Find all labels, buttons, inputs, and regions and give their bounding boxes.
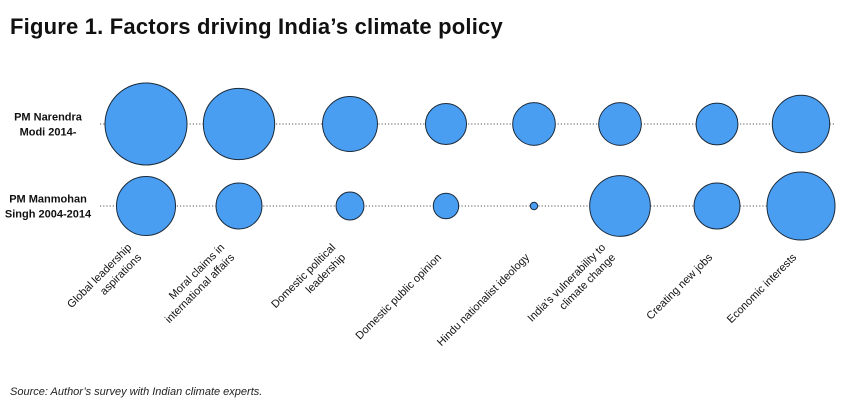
bubble-row2-col7	[693, 182, 741, 230]
bubble-row2-col6	[589, 175, 651, 237]
bubble-row1-col5	[512, 102, 556, 146]
category-label-7: Creating new jobs	[644, 251, 715, 322]
bubble-row2-col5	[529, 201, 539, 211]
row-label-2: PM Manmohan Singh 2004-2014	[5, 194, 92, 221]
bubble-row1-col6	[598, 102, 642, 146]
bubble-row1-col3	[322, 96, 378, 152]
source-note: Source: Author’s survey with Indian clim…	[10, 386, 263, 398]
category-label-5: Hindu nationalist ideology	[435, 251, 532, 348]
bubble-row1-col2	[202, 87, 276, 161]
chart-title: Figure 1. Factors driving India’s climat…	[10, 14, 503, 39]
bubble-row1-col4	[425, 103, 467, 145]
category-label-8: Economic interests	[725, 251, 800, 326]
bubble-row2-col1	[115, 175, 177, 237]
category-label-6: India’s vulnerability toclimate change	[526, 242, 619, 335]
bubble-row1-col1	[104, 82, 188, 166]
bubble-row2-col3	[335, 191, 365, 221]
bubble-row2-col2	[215, 182, 263, 230]
category-label-2: Moral claims ininternational affairs	[153, 241, 237, 325]
bubble-row2-col8	[766, 171, 836, 241]
category-label-1: Global leadershipaspirations	[65, 241, 144, 320]
bubble-row1-col8	[771, 94, 831, 154]
category-label-4: Domestic public opinion	[353, 252, 444, 343]
category-label-3: Domestic politicalleadership	[269, 242, 348, 321]
bubble-row1-col7	[695, 102, 739, 146]
bubble-row2-col4	[432, 192, 460, 220]
row-label-1: PM Narendra Modi 2014-	[14, 112, 83, 139]
